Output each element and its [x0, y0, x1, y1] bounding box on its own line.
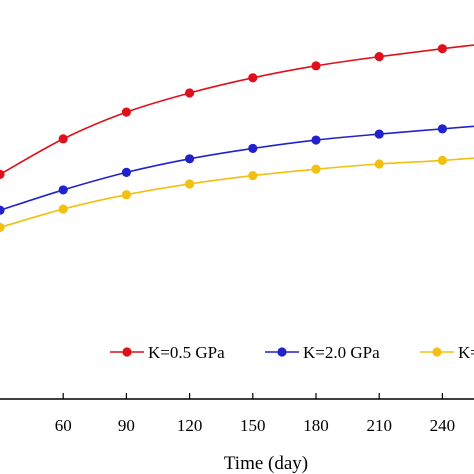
- x-axis-ticks: 60 90 120 150 180 210 240: [55, 393, 455, 435]
- x-tick-label: 120: [177, 416, 203, 435]
- data-point-series-1: [121, 107, 131, 117]
- data-point-series-3: [437, 155, 447, 165]
- x-tick-label: 180: [303, 416, 329, 435]
- data-point-series-2: [185, 154, 195, 164]
- data-point-series-3: [121, 190, 131, 200]
- x-tick-label: 90: [118, 416, 135, 435]
- data-point-series-2: [437, 124, 447, 134]
- legend-marker: [432, 347, 442, 357]
- x-axis-title: Time (day): [224, 453, 308, 474]
- legend-label: K=0.5 GPa: [148, 343, 225, 362]
- legend-label: K=2.0 GPa: [303, 343, 380, 362]
- data-point-series-2: [0, 205, 5, 215]
- series-line-1: [0, 44, 474, 176]
- data-point-series-3: [311, 164, 321, 174]
- data-point-series-1: [0, 169, 5, 179]
- x-tick-label: 150: [240, 416, 266, 435]
- data-point-series-1: [185, 88, 195, 98]
- data-point-series-3: [248, 170, 258, 181]
- data-point-series-2: [58, 185, 68, 195]
- series-lines: [0, 44, 474, 229]
- data-point-series-2: [374, 129, 384, 139]
- data-point-series-3: [374, 159, 384, 169]
- series-line-2: [0, 125, 474, 212]
- legend-marker: [122, 347, 132, 357]
- data-point-series-1: [58, 134, 68, 144]
- x-tick-label: 60: [55, 416, 72, 435]
- data-point-series-3: [185, 179, 195, 189]
- data-point-series-2: [311, 135, 321, 145]
- series-line-3: [0, 157, 474, 229]
- data-point-series-2: [248, 143, 258, 154]
- data-point-series-1: [437, 44, 447, 54]
- legend-label: K=: [458, 343, 474, 362]
- x-tick-label: 210: [366, 416, 392, 435]
- data-point-series-1: [311, 61, 321, 71]
- data-point-series-1: [374, 52, 384, 62]
- series-points: [0, 44, 447, 233]
- data-point-series-3: [0, 222, 5, 233]
- legend: K=0.5 GPa K=2.0 GPa K=: [110, 343, 474, 362]
- data-point-series-1: [248, 73, 258, 83]
- legend-marker: [277, 347, 287, 357]
- x-tick-label: 240: [430, 416, 456, 435]
- data-point-series-3: [58, 204, 68, 214]
- data-point-series-2: [121, 167, 131, 177]
